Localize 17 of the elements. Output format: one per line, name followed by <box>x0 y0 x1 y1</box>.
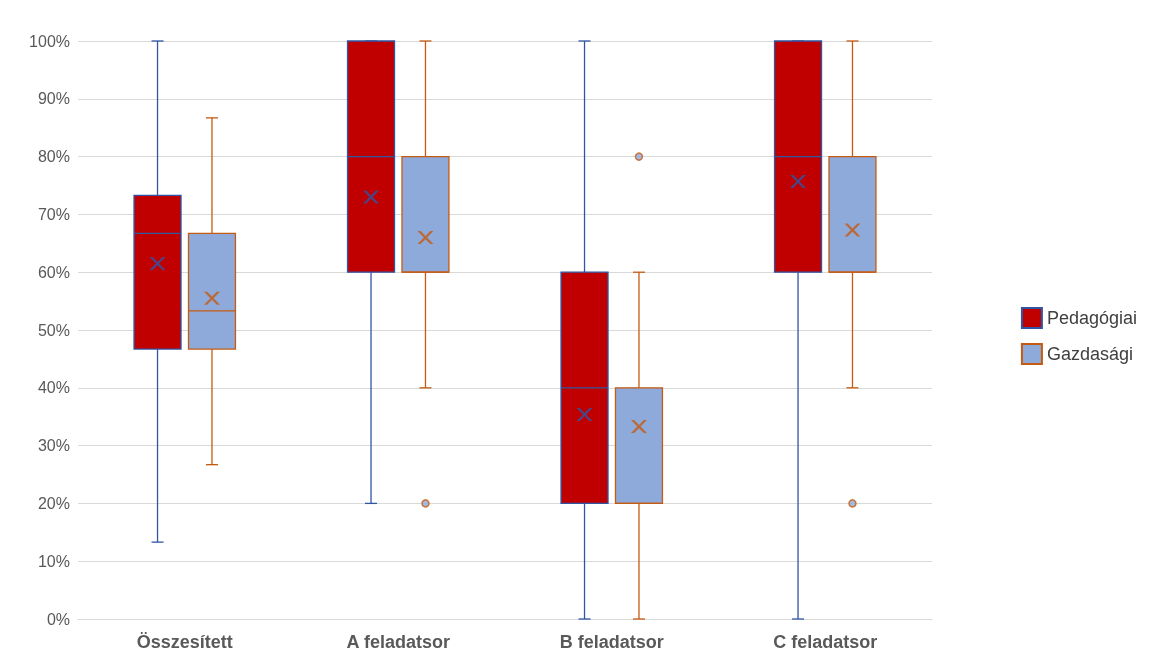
y-tick-label: 60% <box>37 263 70 281</box>
x-tick-label: B feladatsor <box>559 632 664 652</box>
y-tick-label: 90% <box>37 90 70 108</box>
legend-label: Pedagógiai <box>1046 308 1138 328</box>
y-tick-label: 0% <box>46 610 70 628</box>
y-tick-label: 40% <box>37 379 70 397</box>
y-tick-label: 70% <box>37 205 70 223</box>
y-tick-label: 50% <box>37 321 70 339</box>
y-tick-label: 10% <box>37 552 70 570</box>
x-tick-label: C feladatsor <box>773 632 878 652</box>
legend-label: Gazdasági <box>1046 344 1133 364</box>
y-tick-label: 30% <box>37 437 70 455</box>
x-tick-label: Összesített <box>136 632 233 652</box>
y-tick-label: 80% <box>37 148 70 166</box>
y-tick-label: 100% <box>29 32 70 50</box>
y-tick-label: 20% <box>37 494 70 512</box>
x-tick-label: A feladatsor <box>346 632 450 652</box>
